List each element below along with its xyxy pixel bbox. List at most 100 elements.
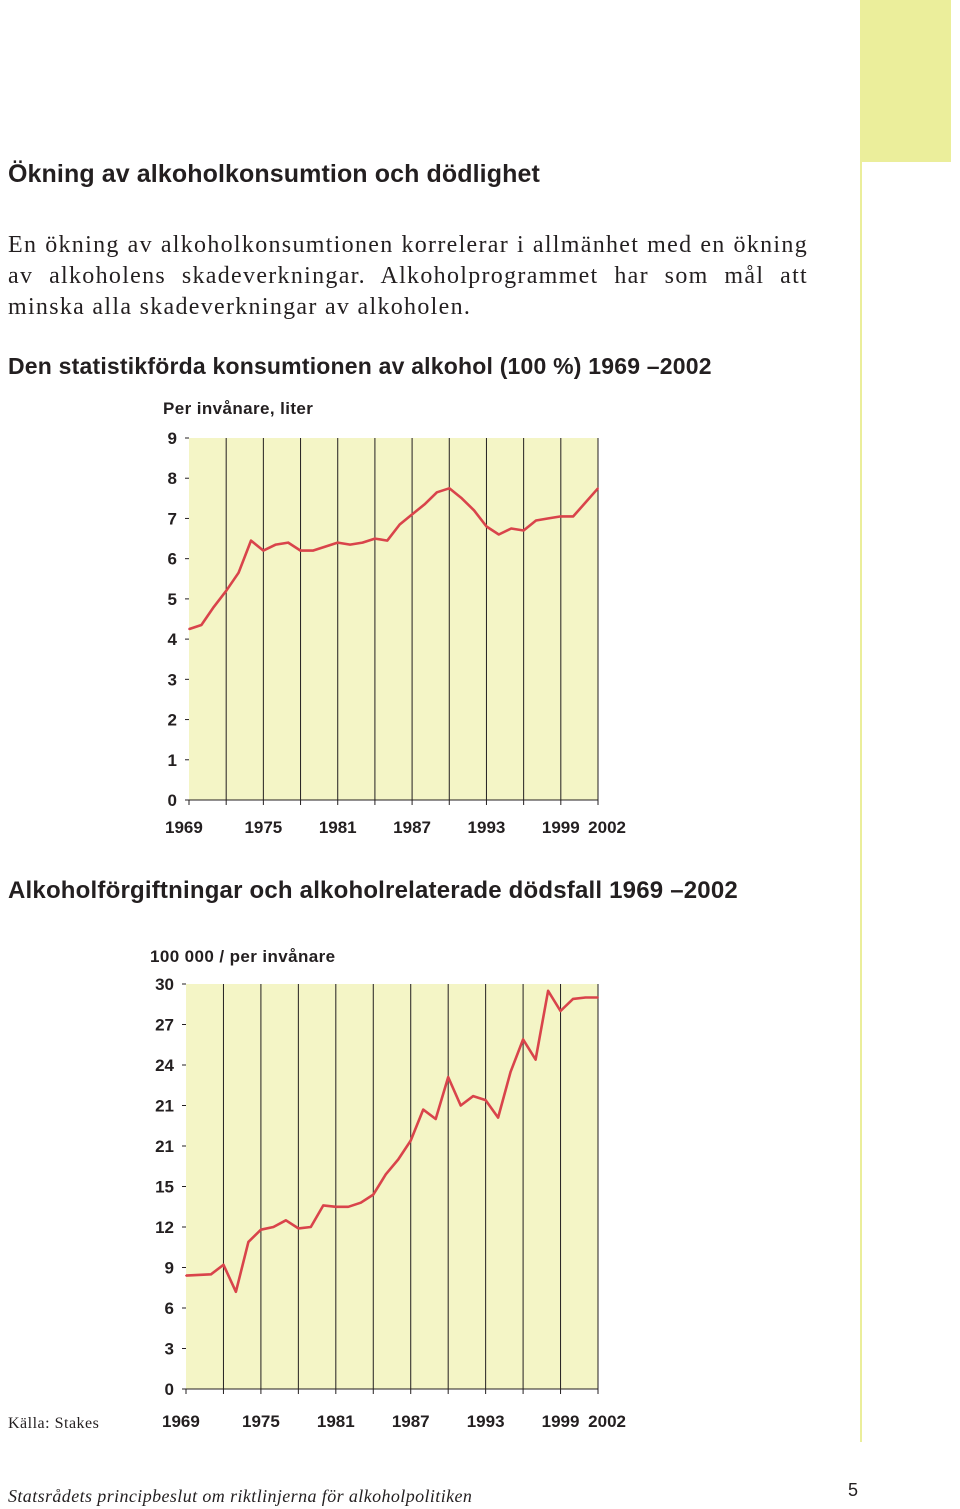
data-point <box>225 589 228 592</box>
y-tick-label: 12 <box>155 1218 174 1237</box>
data-point <box>349 543 352 546</box>
data-point <box>460 497 463 500</box>
x-tick-label: 1975 <box>242 1412 280 1431</box>
page-number: 5 <box>848 1480 859 1500</box>
data-point <box>547 517 550 520</box>
data-point <box>434 1118 437 1120</box>
page-heading: Ökning av alkoholkonsumtion och dödlighe… <box>8 160 540 188</box>
data-point <box>347 1205 350 1208</box>
y-tick-label: 1 <box>168 751 177 770</box>
data-point <box>185 1274 187 1277</box>
data-point <box>235 1290 237 1293</box>
x-tick-label: 1969 <box>165 818 203 837</box>
data-point <box>200 624 203 626</box>
data-point <box>336 541 339 544</box>
x-tick-label: 2002 <box>588 1412 626 1431</box>
x-tick-label: 2002 <box>588 818 626 837</box>
data-point <box>312 549 314 552</box>
y-tick-label: 7 <box>168 509 177 528</box>
data-point <box>597 487 599 490</box>
x-tick-label: 1987 <box>392 1412 430 1431</box>
x-tick-label: 1981 <box>319 818 357 837</box>
y-tick-label: 27 <box>155 1016 174 1035</box>
data-point <box>397 1158 400 1161</box>
data-point <box>309 1226 312 1228</box>
x-tick-label: 1999 <box>542 818 580 837</box>
y-tick-label: 0 <box>168 791 177 810</box>
data-point <box>287 541 290 544</box>
y-tick-label: 9 <box>165 1259 174 1278</box>
data-point <box>497 533 500 536</box>
chart-2-title: Alkoholförgiftningar och alkoholrelatera… <box>8 877 738 904</box>
series-line <box>185 989 598 1294</box>
data-point <box>210 1273 212 1276</box>
data-point <box>435 491 438 494</box>
mortality-chart: 0 3 6 9 12 15 21 21 24 27 30 1969 1975 1981 1987 1993 19… <box>155 975 626 1431</box>
data-point <box>411 513 413 516</box>
data-point <box>572 997 574 1000</box>
y-tick-label: 5 <box>168 590 177 609</box>
y-tick-label: 4 <box>168 630 178 649</box>
data-point <box>284 1219 287 1222</box>
x-tick-label: 1975 <box>244 818 282 837</box>
data-point <box>485 525 488 528</box>
x-tick-label: 1969 <box>162 1412 200 1431</box>
data-point <box>374 537 376 540</box>
y-tick-label: 24 <box>155 1056 174 1075</box>
data-point <box>212 606 215 608</box>
side-rule <box>860 162 862 1442</box>
data-point <box>197 1274 200 1276</box>
y-tick-label: 3 <box>165 1340 174 1359</box>
y-tick-label: 6 <box>168 550 177 569</box>
data-point <box>534 1058 537 1061</box>
data-point <box>584 996 587 999</box>
data-point <box>535 519 537 522</box>
data-point <box>359 1201 362 1204</box>
y-tick-label: 8 <box>168 469 177 488</box>
corner-accent-block <box>860 0 951 162</box>
data-point <box>448 487 451 490</box>
data-point <box>597 996 599 999</box>
data-point <box>547 989 549 992</box>
data-point <box>274 543 277 546</box>
data-point <box>237 571 240 574</box>
data-point <box>386 539 389 542</box>
data-point <box>384 1173 387 1176</box>
data-point <box>299 549 302 552</box>
data-point <box>334 1205 337 1208</box>
footer-title: Statsrådets principbeslut om riktlinjern… <box>8 1486 473 1506</box>
x-tick-label: 1999 <box>542 1412 580 1431</box>
x-tick-label: 1993 <box>468 818 506 837</box>
data-point <box>398 523 401 526</box>
data-point <box>422 1108 425 1111</box>
data-point <box>484 1099 487 1101</box>
data-point <box>510 527 513 530</box>
series-line <box>188 487 599 631</box>
data-point <box>522 1038 524 1041</box>
data-point <box>473 509 475 512</box>
data-point <box>222 1263 225 1266</box>
data-point <box>361 541 364 544</box>
data-point <box>372 1193 375 1196</box>
x-tick-label: 1987 <box>393 818 431 837</box>
chart-2-y-unit: 100 000 / per invånare <box>150 947 336 966</box>
data-point <box>188 628 190 630</box>
data-point <box>559 515 562 518</box>
data-point <box>584 501 587 504</box>
data-point <box>272 1226 275 1228</box>
y-tick-label: 21 <box>155 1097 174 1116</box>
y-tick-label: 30 <box>155 975 174 994</box>
source-note: Källa: Stakes <box>8 1415 100 1432</box>
data-point <box>409 1139 412 1142</box>
intro-paragraph: En ökning av alkoholkonsumtionen korrele… <box>8 232 808 320</box>
y-tick-label: 21 <box>155 1137 174 1156</box>
data-point <box>260 1228 262 1231</box>
data-point <box>459 1104 462 1107</box>
chart-1-title: Den statistikförda konsumtionen av alkoh… <box>8 353 712 379</box>
data-point <box>509 1070 512 1073</box>
data-point <box>559 1010 562 1012</box>
y-tick-label: 6 <box>165 1299 174 1318</box>
data-point <box>324 545 327 548</box>
data-point <box>423 503 426 506</box>
x-tick-label: 1981 <box>317 1412 355 1431</box>
